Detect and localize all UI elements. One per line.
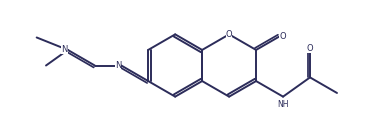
Text: N: N (62, 45, 68, 54)
Text: O: O (307, 44, 313, 53)
Text: N: N (115, 61, 121, 70)
Text: O: O (226, 30, 233, 39)
Text: O: O (279, 32, 286, 41)
Text: NH: NH (277, 100, 289, 109)
